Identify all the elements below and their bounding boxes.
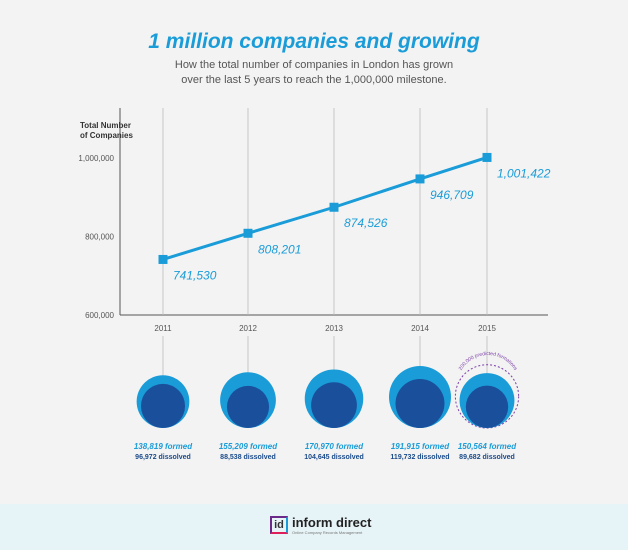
id-logo-icon: id — [270, 516, 288, 534]
dissolved-label: 89,682 dissolved — [459, 454, 515, 461]
data-label: 808,201 — [258, 242, 301, 256]
y-tick-label: 800,000 — [85, 233, 114, 242]
data-label: 874,526 — [344, 216, 388, 230]
dissolved-label: 119,732 dissolved — [390, 454, 449, 461]
dissolved-label: 88,538 dissolved — [220, 454, 276, 461]
formed-label: 138,819 formed — [134, 442, 193, 451]
y-axis: 600,000 800,000 1,000,000 — [78, 154, 114, 320]
line-chart: Total Number of Companies 600,000 800,000… — [78, 108, 551, 461]
data-point — [482, 152, 492, 162]
dissolved-label: 104,645 dissolved — [304, 454, 364, 461]
data-points — [158, 152, 492, 264]
formed-label: 150,564 formed — [458, 442, 517, 451]
y-tick-label: 600,000 — [85, 311, 114, 320]
formed-label: 155,209 formed — [219, 442, 278, 451]
chart-grid — [119, 108, 548, 380]
dissolved-bubble — [311, 382, 357, 428]
formed-label: 191,915 formed — [391, 442, 450, 451]
data-point — [415, 174, 425, 184]
page-subtitle: How the total number of companies in Lon… — [174, 59, 454, 86]
data-point — [243, 228, 253, 238]
x-tick-label: 2012 — [239, 324, 257, 333]
dissolved-bubble — [395, 379, 445, 428]
x-tick-label: 2015 — [478, 324, 496, 333]
x-tick-label: 2014 — [411, 324, 429, 333]
brand-tagline: Online Company Records Management — [292, 530, 363, 535]
x-tick-label: 2011 — [154, 324, 172, 333]
y-axis-title-line1: Total Number — [80, 121, 131, 130]
footer — [0, 504, 628, 550]
x-axis: 2011 2012 2013 2014 2015 — [154, 324, 496, 333]
data-labels: 741,530 808,201 874,526 946,709 1,001,422 — [173, 166, 551, 282]
data-label: 946,709 — [430, 188, 474, 202]
dissolved-bubble — [465, 385, 509, 428]
dissolved-bubble — [226, 385, 270, 428]
y-tick-label: 1,000,000 — [78, 154, 114, 163]
x-tick-label: 2013 — [325, 324, 343, 333]
y-axis-title-line2: of Companies — [80, 131, 133, 140]
data-label: 1,001,422 — [497, 166, 551, 180]
series-line — [162, 156, 488, 261]
page-title: 1 million companies and growing — [148, 30, 480, 53]
data-point — [158, 254, 168, 264]
formed-label: 170,970 formed — [305, 442, 364, 451]
dissolved-label: 96,972 dissolved — [135, 454, 191, 461]
data-point — [329, 202, 339, 212]
predicted-formations-label: 200,000 predicted formations — [458, 351, 519, 372]
dissolved-bubble — [140, 383, 186, 428]
formation-bubbles: 138,819 formed 96,972 dissolved 155,209 fo… — [134, 364, 520, 461]
data-label: 741,530 — [173, 268, 217, 282]
inform-direct-logo[interactable]: id inform direct Online Company Records … — [270, 515, 372, 540]
brand-name: inform direct — [292, 515, 372, 530]
